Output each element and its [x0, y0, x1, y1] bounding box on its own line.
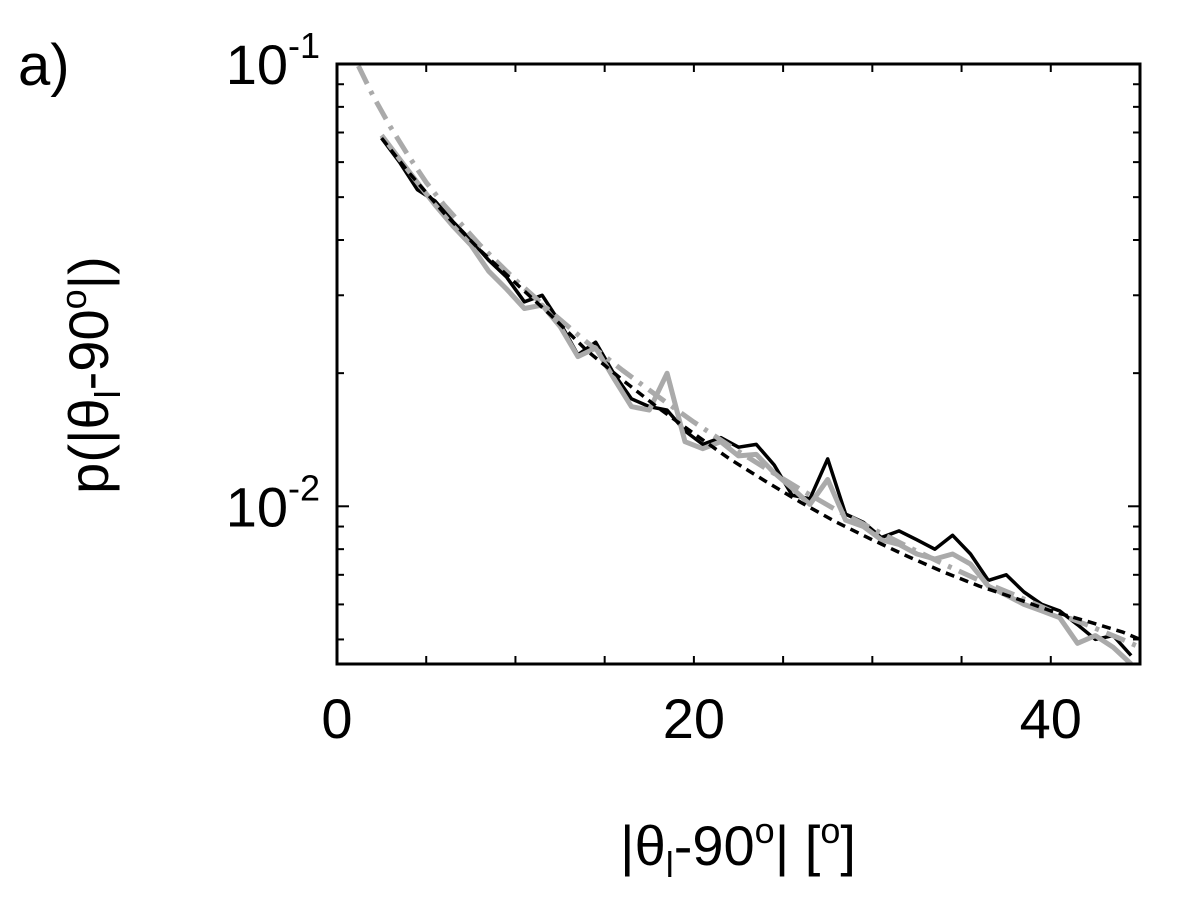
x-label-unit-sup: o [820, 810, 840, 851]
y-label-minus: -90 [57, 309, 120, 390]
x-label-abs-close: | [ [775, 814, 821, 877]
y-tick-base: 10 [226, 475, 288, 538]
series-line-black-solid [380, 137, 1133, 657]
x-label-sup: o [755, 810, 775, 851]
y-axis-label: p(|θl-90o|) [53, 256, 128, 494]
x-axis-label: |θl-90o| [o] [620, 810, 856, 885]
y-label-suffix: |) [57, 256, 120, 289]
x-label-minus: -90 [674, 814, 755, 877]
series-line-gray-dashdot [356, 64, 1140, 650]
y-tick-exponent: -1 [288, 25, 320, 66]
series-line-black-dashed [380, 137, 1140, 642]
x-label-sub: l [666, 844, 674, 885]
y-tick-exponent: -2 [288, 467, 320, 508]
y-tick-label: 10-2 [226, 467, 320, 538]
x-tick-label: 40 [1020, 687, 1082, 750]
x-tick-label: 0 [321, 687, 352, 750]
y-label-sub: l [87, 390, 128, 398]
y-tick-base: 10 [226, 33, 288, 96]
y-tick-label: 10-1 [226, 25, 320, 96]
y-label-sup: o [53, 289, 94, 309]
plot-area [356, 64, 1140, 664]
panel-label: a) [18, 33, 70, 98]
x-label-bracket-close: ] [840, 814, 856, 877]
x-label-abs-open: |θ [620, 814, 666, 877]
x-tick-label: 20 [663, 687, 725, 750]
y-label-prefix: p(|θ [57, 398, 120, 493]
axes-frame [335, 62, 1142, 666]
